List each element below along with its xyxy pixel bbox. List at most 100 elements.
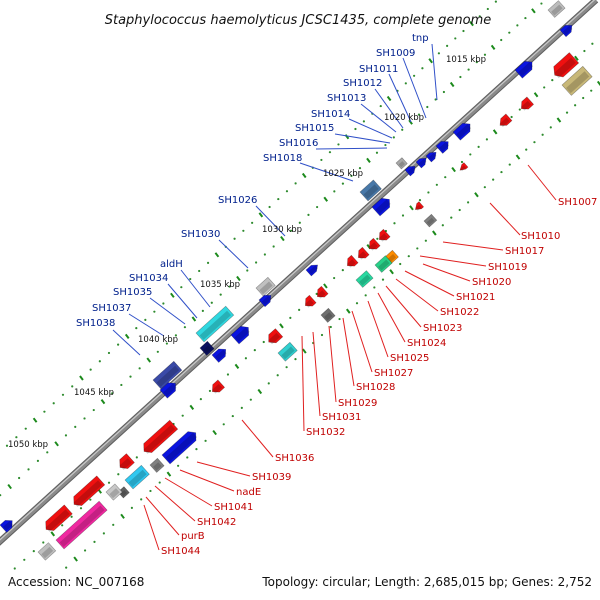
leader-outer-12 xyxy=(167,283,198,319)
tick-dot xyxy=(120,383,123,387)
gene-label-sh1022: SH1022 xyxy=(440,307,479,318)
tick-dot xyxy=(158,481,161,484)
gene-blue-edge-shape xyxy=(0,520,13,533)
tick-dot xyxy=(454,37,457,40)
tick-mark xyxy=(574,55,579,61)
tick-dot xyxy=(251,221,254,224)
gene-blue-aldh-shade xyxy=(261,295,272,306)
tick-dot xyxy=(333,190,336,193)
gene-red-1024-shape xyxy=(347,254,359,267)
tick-dot xyxy=(285,366,288,369)
tick-mark xyxy=(490,44,496,50)
gene-label-sh1026: SH1026 xyxy=(218,195,257,206)
gene-label-sh1007: SH1007 xyxy=(558,197,597,208)
tick-dot xyxy=(180,286,183,289)
gene-gray-1018-shape xyxy=(395,157,408,170)
gene-blue-edge-shade xyxy=(3,520,14,531)
tick-dot xyxy=(107,481,111,484)
tick-dot xyxy=(533,141,536,144)
tick-dot xyxy=(18,476,21,480)
leader-inner-1 xyxy=(489,202,521,236)
tick-dot xyxy=(582,96,585,100)
gene-gray-1031 xyxy=(320,307,336,323)
tick-dot xyxy=(416,247,419,250)
gene-red-1029-shade xyxy=(317,290,326,299)
tick-mark xyxy=(100,399,106,405)
gene-label-sh1029: SH1029 xyxy=(338,398,377,409)
tick-dot xyxy=(341,269,344,272)
tick-dot xyxy=(52,402,55,405)
gene-green-1027-shade xyxy=(359,274,371,286)
tick-mark xyxy=(50,531,56,537)
gene-pink-purb-shade xyxy=(59,505,105,547)
tick-dot xyxy=(384,143,387,147)
leader-inner-18 xyxy=(164,477,213,507)
gene-red-1028-shape xyxy=(305,294,317,307)
tick-dot xyxy=(262,340,265,344)
gene-green-1025-shape xyxy=(374,255,393,273)
tick-mark xyxy=(531,8,536,14)
leader-outer-10 xyxy=(218,239,249,269)
gene-blue-1011-shape xyxy=(514,60,533,79)
gene-gray-top xyxy=(547,0,566,18)
tick-dot xyxy=(458,208,461,212)
tick-mark xyxy=(389,269,394,275)
tick-mark xyxy=(120,513,125,519)
gene-red-1019-shape xyxy=(414,201,425,210)
tick-dot xyxy=(201,309,204,312)
tick-dot xyxy=(442,90,446,94)
tick-dot xyxy=(111,392,114,395)
gene-red-1042-shape xyxy=(73,475,106,506)
gene-blue-1035-shade xyxy=(234,327,250,342)
leader-inner-14 xyxy=(301,335,305,432)
gene-red-1029-shape xyxy=(317,285,329,298)
gene-blue-edge xyxy=(0,520,14,533)
kbp-1015: 1015 kbp xyxy=(446,55,486,65)
leader-outer-6 xyxy=(334,133,391,144)
leader-inner-16 xyxy=(196,461,251,477)
gene-label-purb: purB xyxy=(181,531,205,542)
gene-gray-nade xyxy=(149,457,165,473)
gene-blue-1035-shape xyxy=(230,325,249,345)
tick-dot xyxy=(401,128,404,131)
tick-dot xyxy=(441,224,444,227)
tick-dot xyxy=(298,221,301,224)
tick-dot xyxy=(0,494,2,497)
tick-dot xyxy=(233,237,236,240)
tick-mark xyxy=(533,92,539,98)
tick-dot xyxy=(434,98,437,101)
leader-outer-0 xyxy=(431,43,438,101)
tick-dot xyxy=(417,113,421,116)
tick-dot xyxy=(444,176,447,179)
gene-blue-1037-shade xyxy=(215,349,227,361)
gene-blue-1015-shade xyxy=(439,141,450,152)
tick-dot xyxy=(206,261,210,264)
tick-dot xyxy=(404,82,407,85)
gene-red-1007 xyxy=(553,52,580,79)
tick-dot xyxy=(500,38,503,42)
tick-dot xyxy=(61,393,65,396)
tick-dot xyxy=(74,425,77,428)
leader-inner-11 xyxy=(342,317,355,387)
gene-blue-1011 xyxy=(514,60,534,79)
tick-mark xyxy=(451,166,456,173)
tick-dot xyxy=(424,239,427,242)
tick-dot xyxy=(107,351,111,355)
gene-blue-1038-shade xyxy=(163,383,177,397)
tick-dot xyxy=(267,382,270,385)
gene-gray-1044b-shape xyxy=(37,542,57,561)
label-leader-lines xyxy=(112,43,557,551)
tick-dot xyxy=(246,269,249,272)
gene-label-sh1027: SH1027 xyxy=(374,368,413,379)
gene-navy-1037-shade xyxy=(203,345,212,354)
gene-red-nade-shape xyxy=(119,453,135,469)
tick-mark xyxy=(449,81,455,88)
tick-dot xyxy=(341,182,345,185)
tick-dot xyxy=(204,439,207,442)
genome-summary-text: Topology: circular; Length: 2,685,015 bp… xyxy=(261,575,592,589)
tick-dot xyxy=(437,52,441,55)
gene-green-1025 xyxy=(374,255,393,273)
gene-steel-1038-shape xyxy=(152,360,183,390)
kbp-1025: 1025 kbp xyxy=(323,169,363,179)
gene-blue-1016b-shape xyxy=(415,157,427,169)
